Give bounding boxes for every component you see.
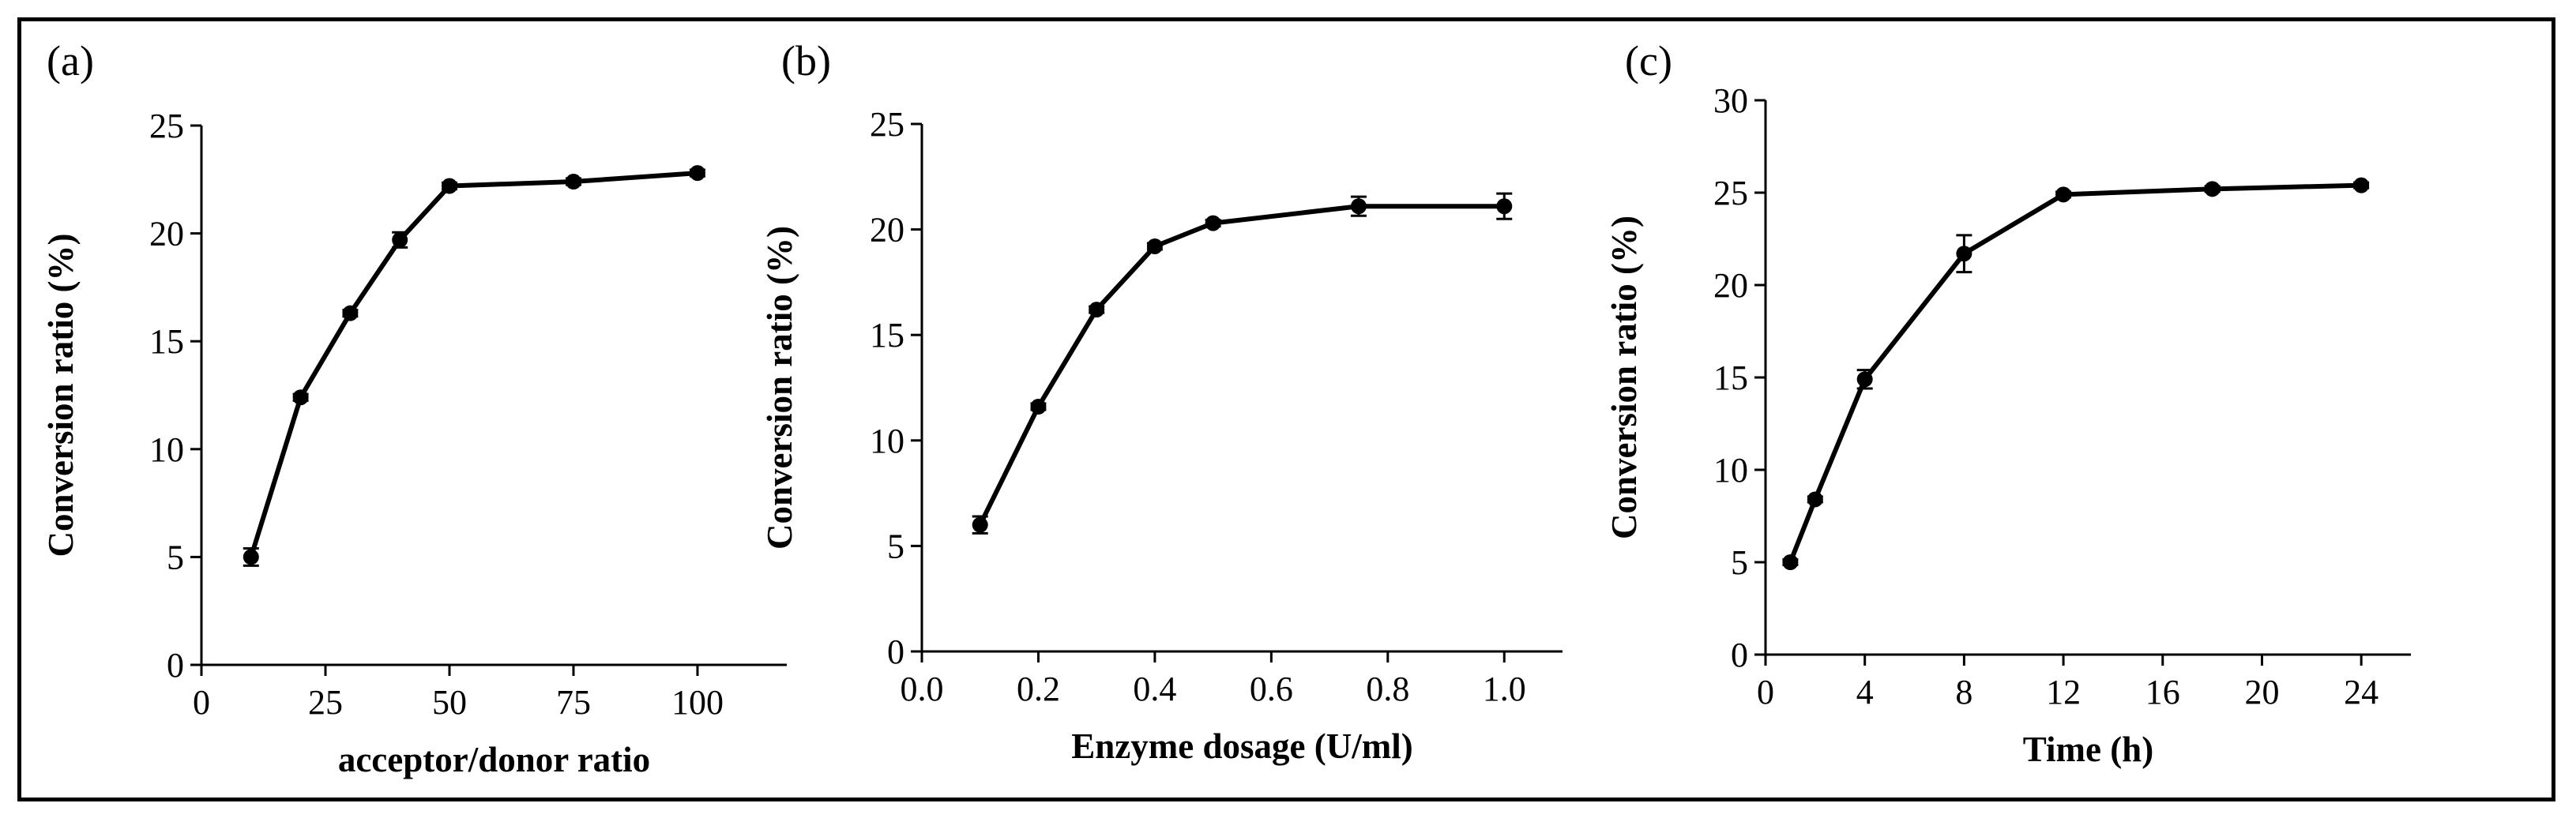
y-tick-label: 10 [870,422,904,460]
y-tick-label: 25 [870,105,904,144]
data-point [1496,198,1513,215]
series-line [1788,182,2362,564]
x-axis-title: Enzyme dosage (U/ml) [1071,726,1412,766]
series-line [978,204,1505,527]
y-tick-label: 0 [887,632,904,671]
data-point [342,305,359,321]
x-tick-label: 24 [2344,673,2379,711]
x-tick-label: 0.8 [1366,670,1409,708]
data-point [292,389,309,406]
x-tick-label: 0.2 [1017,670,1060,708]
data-point [392,231,408,248]
y-axis-title: Conversion ratio (%) [1604,216,1644,539]
y-tick-label: 10 [149,430,184,469]
y-tick-label: 15 [870,316,904,355]
data-point [689,165,705,182]
x-tick-label: 100 [671,683,724,722]
panel-label: (a) [47,37,94,84]
data-point [1782,554,1799,570]
x-tick-label: 0 [1757,673,1774,711]
y-tick-label: 5 [887,527,904,565]
y-tick-label: 0 [1731,636,1748,674]
x-tick-label: 50 [432,683,467,722]
y-axis-title: Conversion ratio (%) [760,226,799,550]
data-point [1350,198,1367,215]
x-tick-label: 8 [1955,673,1972,711]
series-line [248,171,698,558]
chart-panel-a: 0 5 10 15 20 25 0 25 50 75 100 acceptor/donor ratio… [41,37,787,779]
y-tick-label: 5 [167,538,184,576]
chart-panel-b: 0 5 10 15 20 25 0.0 0.2 0.4 0.6 0.8 1.0 Enzyme dosag… [760,37,1563,766]
x-tick-label: 4 [1856,673,1874,711]
x-tick-label: 0 [193,683,210,722]
y-tick-label: 10 [1713,451,1748,490]
x-tick-label: 25 [308,683,343,722]
y-tick-label: 20 [149,215,184,253]
data-point [441,178,457,194]
x-tick-label: 0.4 [1133,670,1176,708]
y-tick-label: 25 [149,107,184,145]
data-point [1856,371,1873,388]
data-point [1030,399,1047,415]
chart-panel-c: 0 5 10 15 20 25 30 0 4 8 12 16 20 24 Time (h) Conversio… [1604,37,2411,769]
data-point [1089,302,1105,318]
x-tick-label: 0.6 [1250,670,1293,708]
panel-label: (c) [1625,37,1672,84]
data-point [2353,177,2370,193]
y-tick-label: 15 [1713,358,1748,397]
figure-frame: 0 5 10 15 20 25 0 25 50 75 100 acceptor/donor ratio… [17,17,2555,801]
data-point [1146,238,1163,254]
x-tick-label: 0.0 [901,670,944,708]
data-point [2055,186,2072,203]
data-point [1956,246,1972,262]
x-tick-label: 1.0 [1483,670,1526,708]
data-point [972,516,988,533]
x-tick-label: 75 [556,683,591,722]
data-point [1807,491,1823,508]
data-point [243,549,259,565]
y-tick-label: 20 [1713,266,1748,305]
y-tick-label: 25 [1713,174,1748,212]
panel-label: (b) [781,37,831,84]
data-point [565,174,581,190]
y-tick-label: 30 [1713,81,1748,120]
x-tick-label: 12 [2046,673,2081,711]
x-tick-label: 16 [2145,673,2180,711]
y-tick-label: 0 [167,646,184,685]
y-tick-label: 15 [149,322,184,361]
y-tick-label: 5 [1731,543,1748,582]
y-axis-title: Conversion ratio (%) [41,234,81,557]
x-axis-title: Time (h) [2023,730,2153,769]
data-point [1205,215,1221,231]
y-tick-label: 20 [870,211,904,250]
x-axis-title: acceptor/donor ratio [338,740,650,779]
x-tick-label: 20 [2244,673,2279,711]
data-point [2204,181,2221,197]
